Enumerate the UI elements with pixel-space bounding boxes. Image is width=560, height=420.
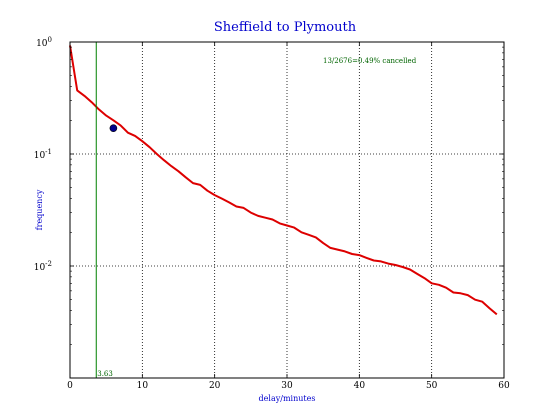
grid [70, 42, 504, 378]
ticks: 0 10 20 30 40 50 60 100 10-1 10-2 [34, 36, 510, 391]
cancelled-annotation: 13/2676=0.49% cancelled [323, 57, 417, 65]
x-tick-label: 50 [426, 381, 438, 391]
y-axis-label: frequency [35, 189, 44, 230]
y-tick-label: 100 [36, 36, 52, 49]
overlay-layer: 3.63 [95, 42, 118, 378]
series-layer [69, 45, 498, 316]
chart-title: Sheffield to Plymouth [214, 20, 357, 35]
y-tick-label: 10-2 [34, 260, 52, 273]
threshold-vline-label: 3.63 [97, 370, 113, 378]
series-line [69, 45, 498, 316]
x-tick-label: 60 [498, 381, 510, 391]
marker-point [109, 124, 118, 132]
y-tick-label: 10-1 [34, 148, 52, 161]
x-tick-label: 40 [354, 381, 366, 391]
x-tick-label: 30 [281, 381, 293, 391]
x-tick-label: 20 [209, 381, 221, 391]
x-axis-label: delay/minutes [259, 394, 316, 403]
x-tick-label: 10 [137, 381, 149, 391]
x-tick-label: 0 [67, 381, 73, 391]
